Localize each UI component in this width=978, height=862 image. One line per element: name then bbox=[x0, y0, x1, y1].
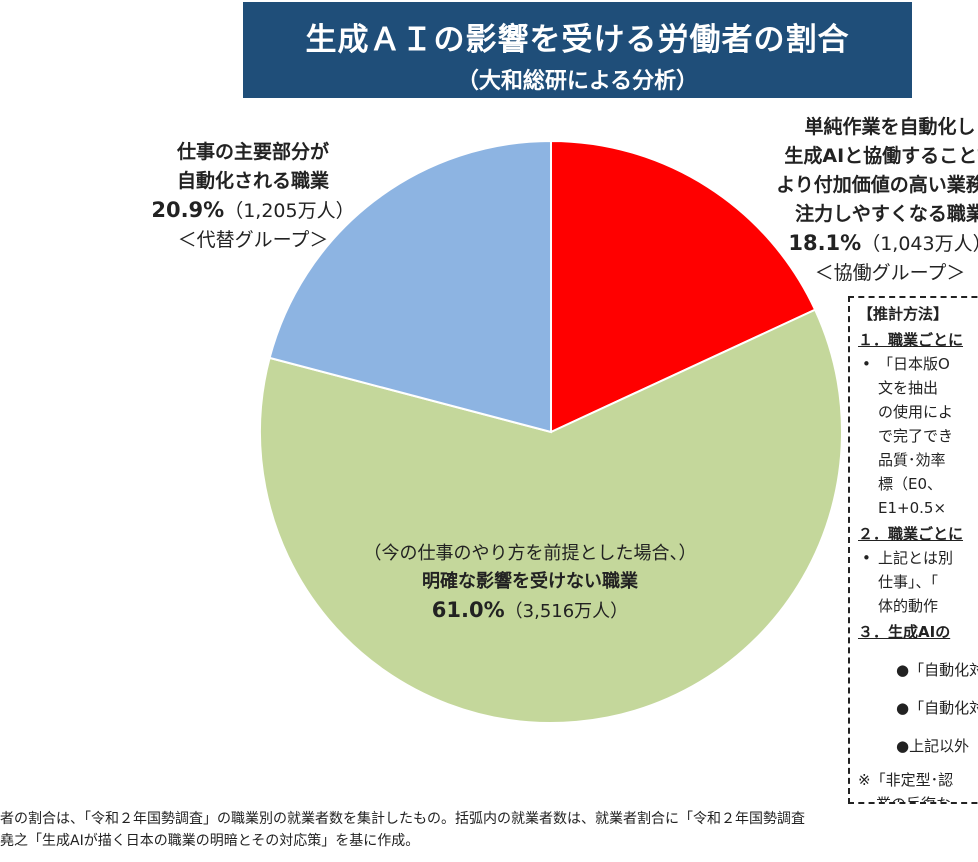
label-right-pct: 18.1% bbox=[788, 231, 862, 255]
method-bullet: ●「自動化対 bbox=[896, 661, 978, 679]
method-sec1-line: 品質･効率 bbox=[878, 451, 946, 469]
label-right-count: （1,043万人） bbox=[861, 233, 978, 255]
label-right-group: ＜協働グループ＞ bbox=[814, 262, 966, 284]
chart-subtitle: （大和総研による分析） bbox=[456, 69, 699, 94]
label-mid-line2: 明確な影響を受けない職業 bbox=[422, 571, 638, 592]
method-box: 【推計方法】 １．職業ごとに 「日本版O 文を抽出 の使用によ で完了でき 品質… bbox=[848, 296, 978, 804]
method-sec1-line: 「日本版O bbox=[858, 352, 978, 376]
footnote-line1: 者の割合は、「令和２年国勢調査」の職業別の就業者数を集計したもの。括弧内の就業者… bbox=[0, 811, 805, 827]
label-left-group: ＜代替グループ＞ bbox=[177, 229, 329, 251]
method-note: 業の反復な bbox=[876, 795, 952, 804]
method-note: ※「非定型･認 bbox=[858, 771, 954, 789]
method-sec2-line: 上記とは別 bbox=[858, 546, 978, 570]
title-banner: 生成ＡＩの影響を受ける労働者の割合 （大和総研による分析） bbox=[243, 2, 912, 98]
label-collaboration-group: 単純作業を自動化し 生成AIと協働することで より付加価値の高い業務に 注力しや… bbox=[740, 113, 978, 288]
method-sec3: ３．生成AIの bbox=[858, 623, 951, 641]
method-heading: 【推計方法】 bbox=[858, 305, 949, 323]
label-right-line2: 生成AIと協働することで bbox=[784, 145, 978, 167]
label-unaffected-group: （今の仕事のやり方を前提とした場合、） 明確な影響を受けない職業 61.0%（3… bbox=[330, 540, 730, 626]
method-sec2: ２．職業ごとに bbox=[858, 525, 964, 543]
label-right-line3: より付加価値の高い業務に bbox=[776, 174, 978, 196]
label-mid-pct: 61.0% bbox=[431, 598, 505, 622]
label-left-count: （1,205万人） bbox=[224, 200, 355, 222]
chart-title: 生成ＡＩの影響を受ける労働者の割合 bbox=[305, 22, 850, 58]
pie-slice-replacement bbox=[268, 139, 552, 434]
method-sec2-line: 仕事」、「 bbox=[878, 573, 939, 591]
label-mid-line1: （今の仕事のやり方を前提とした場合、） bbox=[363, 543, 697, 564]
method-bullet: ●上記以外 bbox=[896, 737, 970, 755]
method-sec1-line: の使用によ bbox=[878, 403, 954, 421]
label-replacement-group: 仕事の主要部分が 自動化される職業 20.9%（1,205万人） ＜代替グループ… bbox=[118, 138, 388, 255]
method-sec1: １．職業ごとに bbox=[858, 331, 964, 349]
method-sec2-line: 体的動作 bbox=[878, 597, 939, 615]
label-left-line1: 仕事の主要部分が bbox=[176, 141, 329, 163]
method-sec1-line: で完了でき bbox=[878, 427, 954, 445]
label-left-line2: 自動化される職業 bbox=[176, 170, 329, 192]
method-sec1-line: 文を抽出 bbox=[878, 379, 939, 397]
method-bullet: ●「自動化対 bbox=[896, 699, 978, 717]
label-right-line1: 単純作業を自動化し bbox=[804, 116, 976, 138]
method-sec1-line: 標（E0、 bbox=[878, 475, 943, 493]
label-mid-count: （3,516万人） bbox=[504, 601, 629, 622]
label-left-pct: 20.9% bbox=[151, 198, 225, 222]
pie-slice-collaboration bbox=[550, 139, 817, 434]
label-right-line4: 注力しやすくなる職業 bbox=[795, 203, 978, 225]
method-sec1-line: E1+0.5× bbox=[878, 499, 947, 517]
footnote-line2: 堯之「生成AIが描く日本の職業の明暗とその対応策」を基に作成。 bbox=[0, 833, 420, 849]
footnote: 者の割合は、「令和２年国勢調査」の職業別の就業者数を集計したもの。括弧内の就業者… bbox=[0, 808, 978, 852]
pie-slice-unaffected bbox=[259, 308, 843, 724]
